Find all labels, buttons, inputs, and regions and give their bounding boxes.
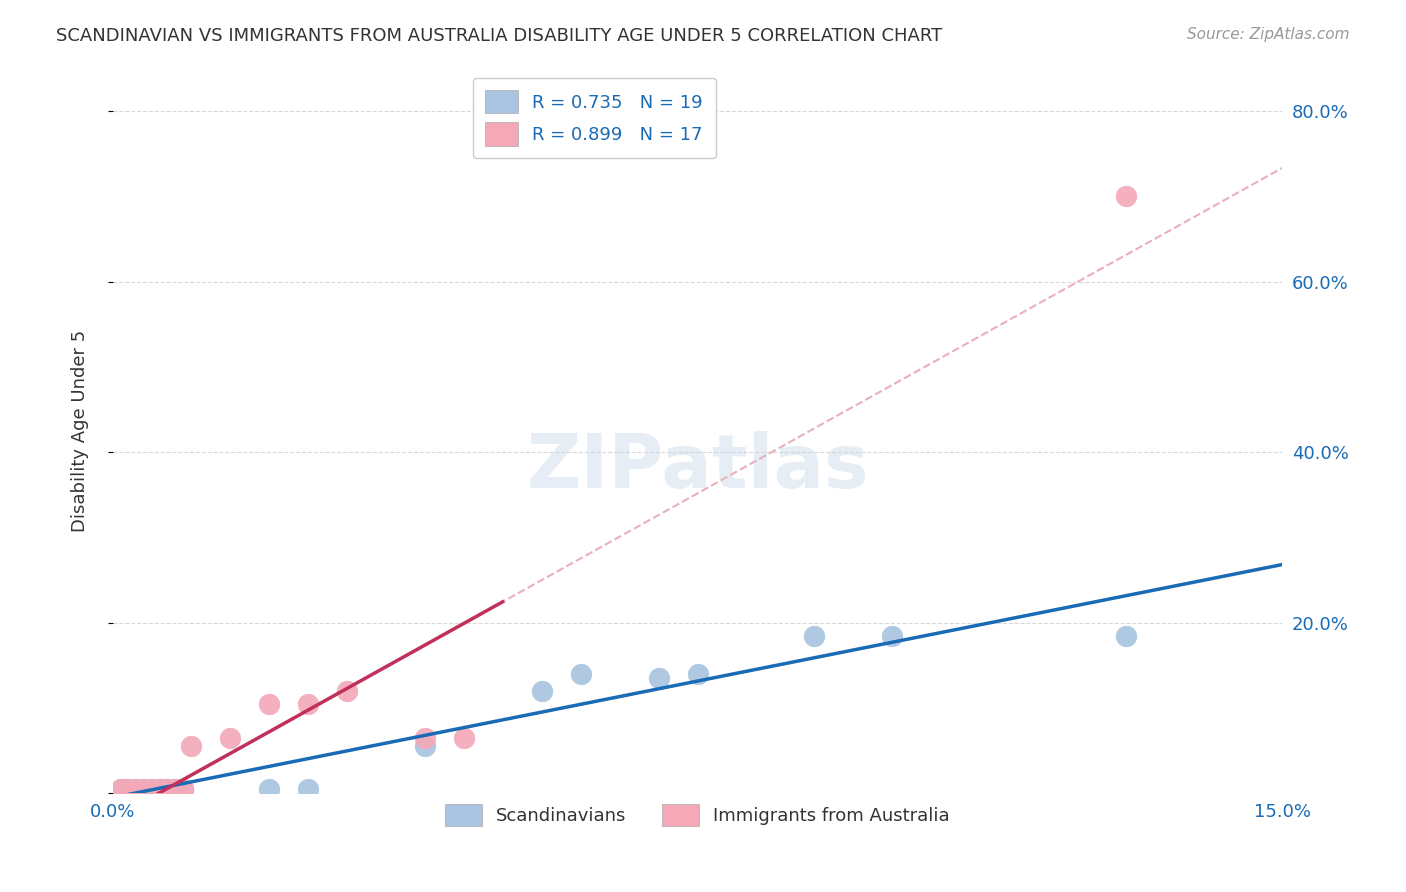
- Point: [117, 782, 139, 797]
- Point: [165, 782, 187, 797]
- Point: [453, 731, 475, 745]
- Point: [1115, 189, 1137, 203]
- Point: [110, 782, 132, 797]
- Point: [125, 782, 148, 797]
- Point: [530, 684, 553, 698]
- Y-axis label: Disability Age Under 5: Disability Age Under 5: [72, 330, 89, 532]
- Point: [180, 739, 202, 754]
- Point: [569, 667, 592, 681]
- Point: [172, 782, 194, 797]
- Text: ZIPatlas: ZIPatlas: [526, 431, 869, 504]
- Point: [125, 782, 148, 797]
- Text: SCANDINAVIAN VS IMMIGRANTS FROM AUSTRALIA DISABILITY AGE UNDER 5 CORRELATION CHA: SCANDINAVIAN VS IMMIGRANTS FROM AUSTRALI…: [56, 27, 942, 45]
- Point: [132, 782, 155, 797]
- Point: [172, 782, 194, 797]
- Text: Source: ZipAtlas.com: Source: ZipAtlas.com: [1187, 27, 1350, 42]
- Point: [882, 629, 904, 643]
- Point: [413, 739, 436, 754]
- Point: [1115, 629, 1137, 643]
- Legend: Scandinavians, Immigrants from Australia: Scandinavians, Immigrants from Australia: [436, 795, 959, 835]
- Point: [257, 697, 280, 711]
- Point: [141, 782, 163, 797]
- Point: [803, 629, 825, 643]
- Point: [413, 731, 436, 745]
- Point: [156, 782, 179, 797]
- Point: [110, 782, 132, 797]
- Point: [647, 671, 669, 685]
- Point: [117, 782, 139, 797]
- Point: [686, 667, 709, 681]
- Point: [257, 782, 280, 797]
- Point: [149, 782, 172, 797]
- Point: [149, 782, 172, 797]
- Point: [336, 684, 359, 698]
- Point: [297, 697, 319, 711]
- Point: [218, 731, 240, 745]
- Point: [132, 782, 155, 797]
- Point: [141, 782, 163, 797]
- Point: [156, 782, 179, 797]
- Point: [165, 782, 187, 797]
- Point: [297, 782, 319, 797]
